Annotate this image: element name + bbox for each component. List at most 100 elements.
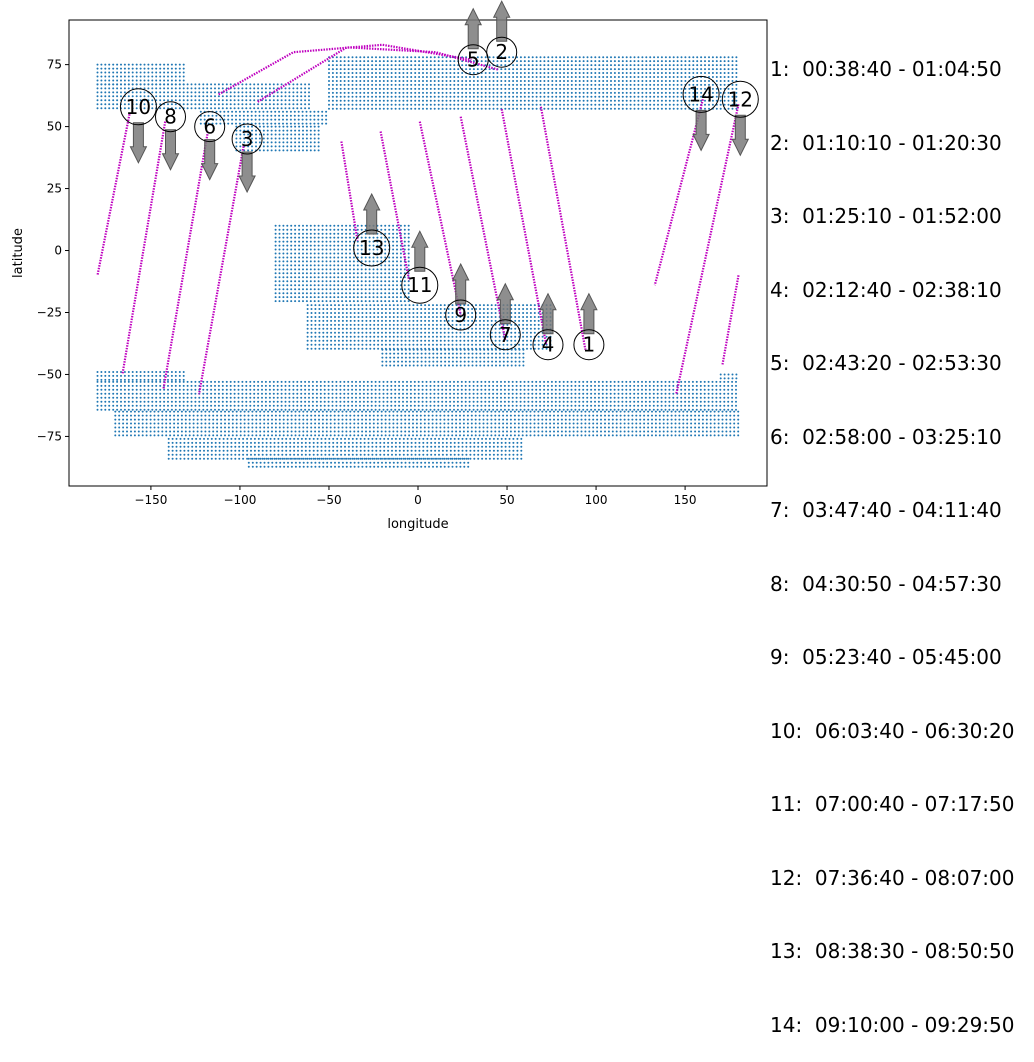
- land-point: [523, 384, 526, 387]
- land-point: [502, 352, 505, 355]
- land-point: [504, 80, 507, 82]
- land-point: [108, 67, 111, 70]
- land-point: [254, 114, 257, 117]
- land-point: [476, 76, 479, 78]
- land-point: [318, 323, 321, 326]
- land-point: [610, 72, 612, 74]
- land-point: [163, 392, 166, 395]
- land-point: [385, 356, 388, 359]
- land-point: [290, 256, 293, 259]
- land-point: [325, 256, 328, 259]
- land-point: [559, 80, 562, 82]
- land-point: [362, 396, 365, 399]
- land-point: [516, 87, 518, 90]
- land-point: [645, 99, 648, 102]
- land-point: [460, 384, 463, 387]
- land-point: [688, 95, 691, 98]
- land-point: [406, 87, 409, 90]
- land-point: [151, 371, 154, 373]
- land-point: [510, 356, 513, 359]
- land-point: [492, 91, 495, 94]
- land-point: [472, 384, 475, 387]
- land-point: [425, 64, 428, 67]
- land-point: [451, 364, 454, 367]
- land-point: [219, 118, 222, 121]
- land-point: [278, 264, 281, 267]
- land-point: [143, 83, 146, 86]
- land-point: [257, 95, 260, 98]
- land-point: [510, 323, 513, 326]
- land-point: [526, 316, 528, 318]
- land-point: [543, 392, 546, 395]
- land-point: [401, 348, 403, 351]
- land-point: [413, 396, 416, 399]
- land-point: [727, 384, 730, 387]
- land-point: [688, 99, 691, 102]
- land-point: [541, 343, 544, 346]
- land-point: [433, 396, 436, 399]
- land-point: [294, 276, 297, 279]
- land-point: [463, 304, 466, 307]
- land-point: [310, 331, 313, 334]
- land-point: [467, 331, 470, 334]
- land-point: [392, 296, 395, 299]
- land-point: [384, 248, 387, 251]
- land-point: [432, 360, 435, 363]
- land-point: [335, 72, 338, 74]
- land-point: [352, 236, 355, 239]
- land-point: [280, 400, 283, 403]
- land-point: [456, 392, 459, 395]
- land-point: [363, 60, 366, 63]
- land-point: [302, 228, 304, 231]
- land-point: [688, 56, 691, 59]
- land-point: [441, 103, 444, 106]
- land-point: [261, 83, 263, 86]
- land-point: [408, 364, 411, 367]
- land-point: [202, 107, 205, 110]
- land-point: [594, 83, 597, 86]
- land-point: [313, 110, 316, 113]
- land-point: [476, 384, 479, 387]
- land-point: [388, 232, 391, 235]
- land-point: [341, 260, 344, 263]
- land-point: [412, 323, 415, 326]
- land-point: [309, 118, 312, 121]
- land-point: [506, 360, 509, 363]
- land-point: [559, 99, 562, 102]
- land-point: [100, 374, 103, 377]
- land-point: [476, 400, 479, 403]
- land-point: [292, 392, 295, 395]
- land-point: [301, 122, 304, 125]
- land-point: [633, 392, 636, 395]
- land-point: [364, 300, 367, 303]
- land-point: [390, 99, 393, 102]
- land-point: [249, 392, 252, 395]
- land-point: [353, 347, 356, 350]
- land-point: [653, 64, 656, 67]
- land-point: [727, 56, 730, 59]
- land-point: [645, 80, 648, 82]
- land-point: [159, 67, 162, 70]
- land-point: [484, 380, 487, 383]
- land-point: [696, 91, 699, 94]
- land-point: [376, 260, 379, 263]
- land-point: [457, 80, 460, 82]
- land-point: [582, 103, 585, 106]
- land-point: [526, 319, 528, 322]
- land-point: [480, 400, 483, 403]
- land-point: [294, 288, 297, 291]
- land-point: [541, 335, 544, 338]
- land-point: [483, 352, 486, 355]
- land-point: [139, 95, 142, 98]
- land-point: [389, 356, 392, 359]
- land-point: [298, 264, 301, 267]
- land-point: [518, 348, 521, 351]
- land-point: [563, 68, 565, 71]
- land-point: [313, 224, 316, 227]
- land-point: [211, 114, 214, 117]
- land-point: [359, 400, 361, 403]
- land-point: [280, 107, 283, 110]
- land-point: [151, 67, 154, 70]
- land-point: [170, 99, 173, 102]
- land-point: [463, 352, 466, 355]
